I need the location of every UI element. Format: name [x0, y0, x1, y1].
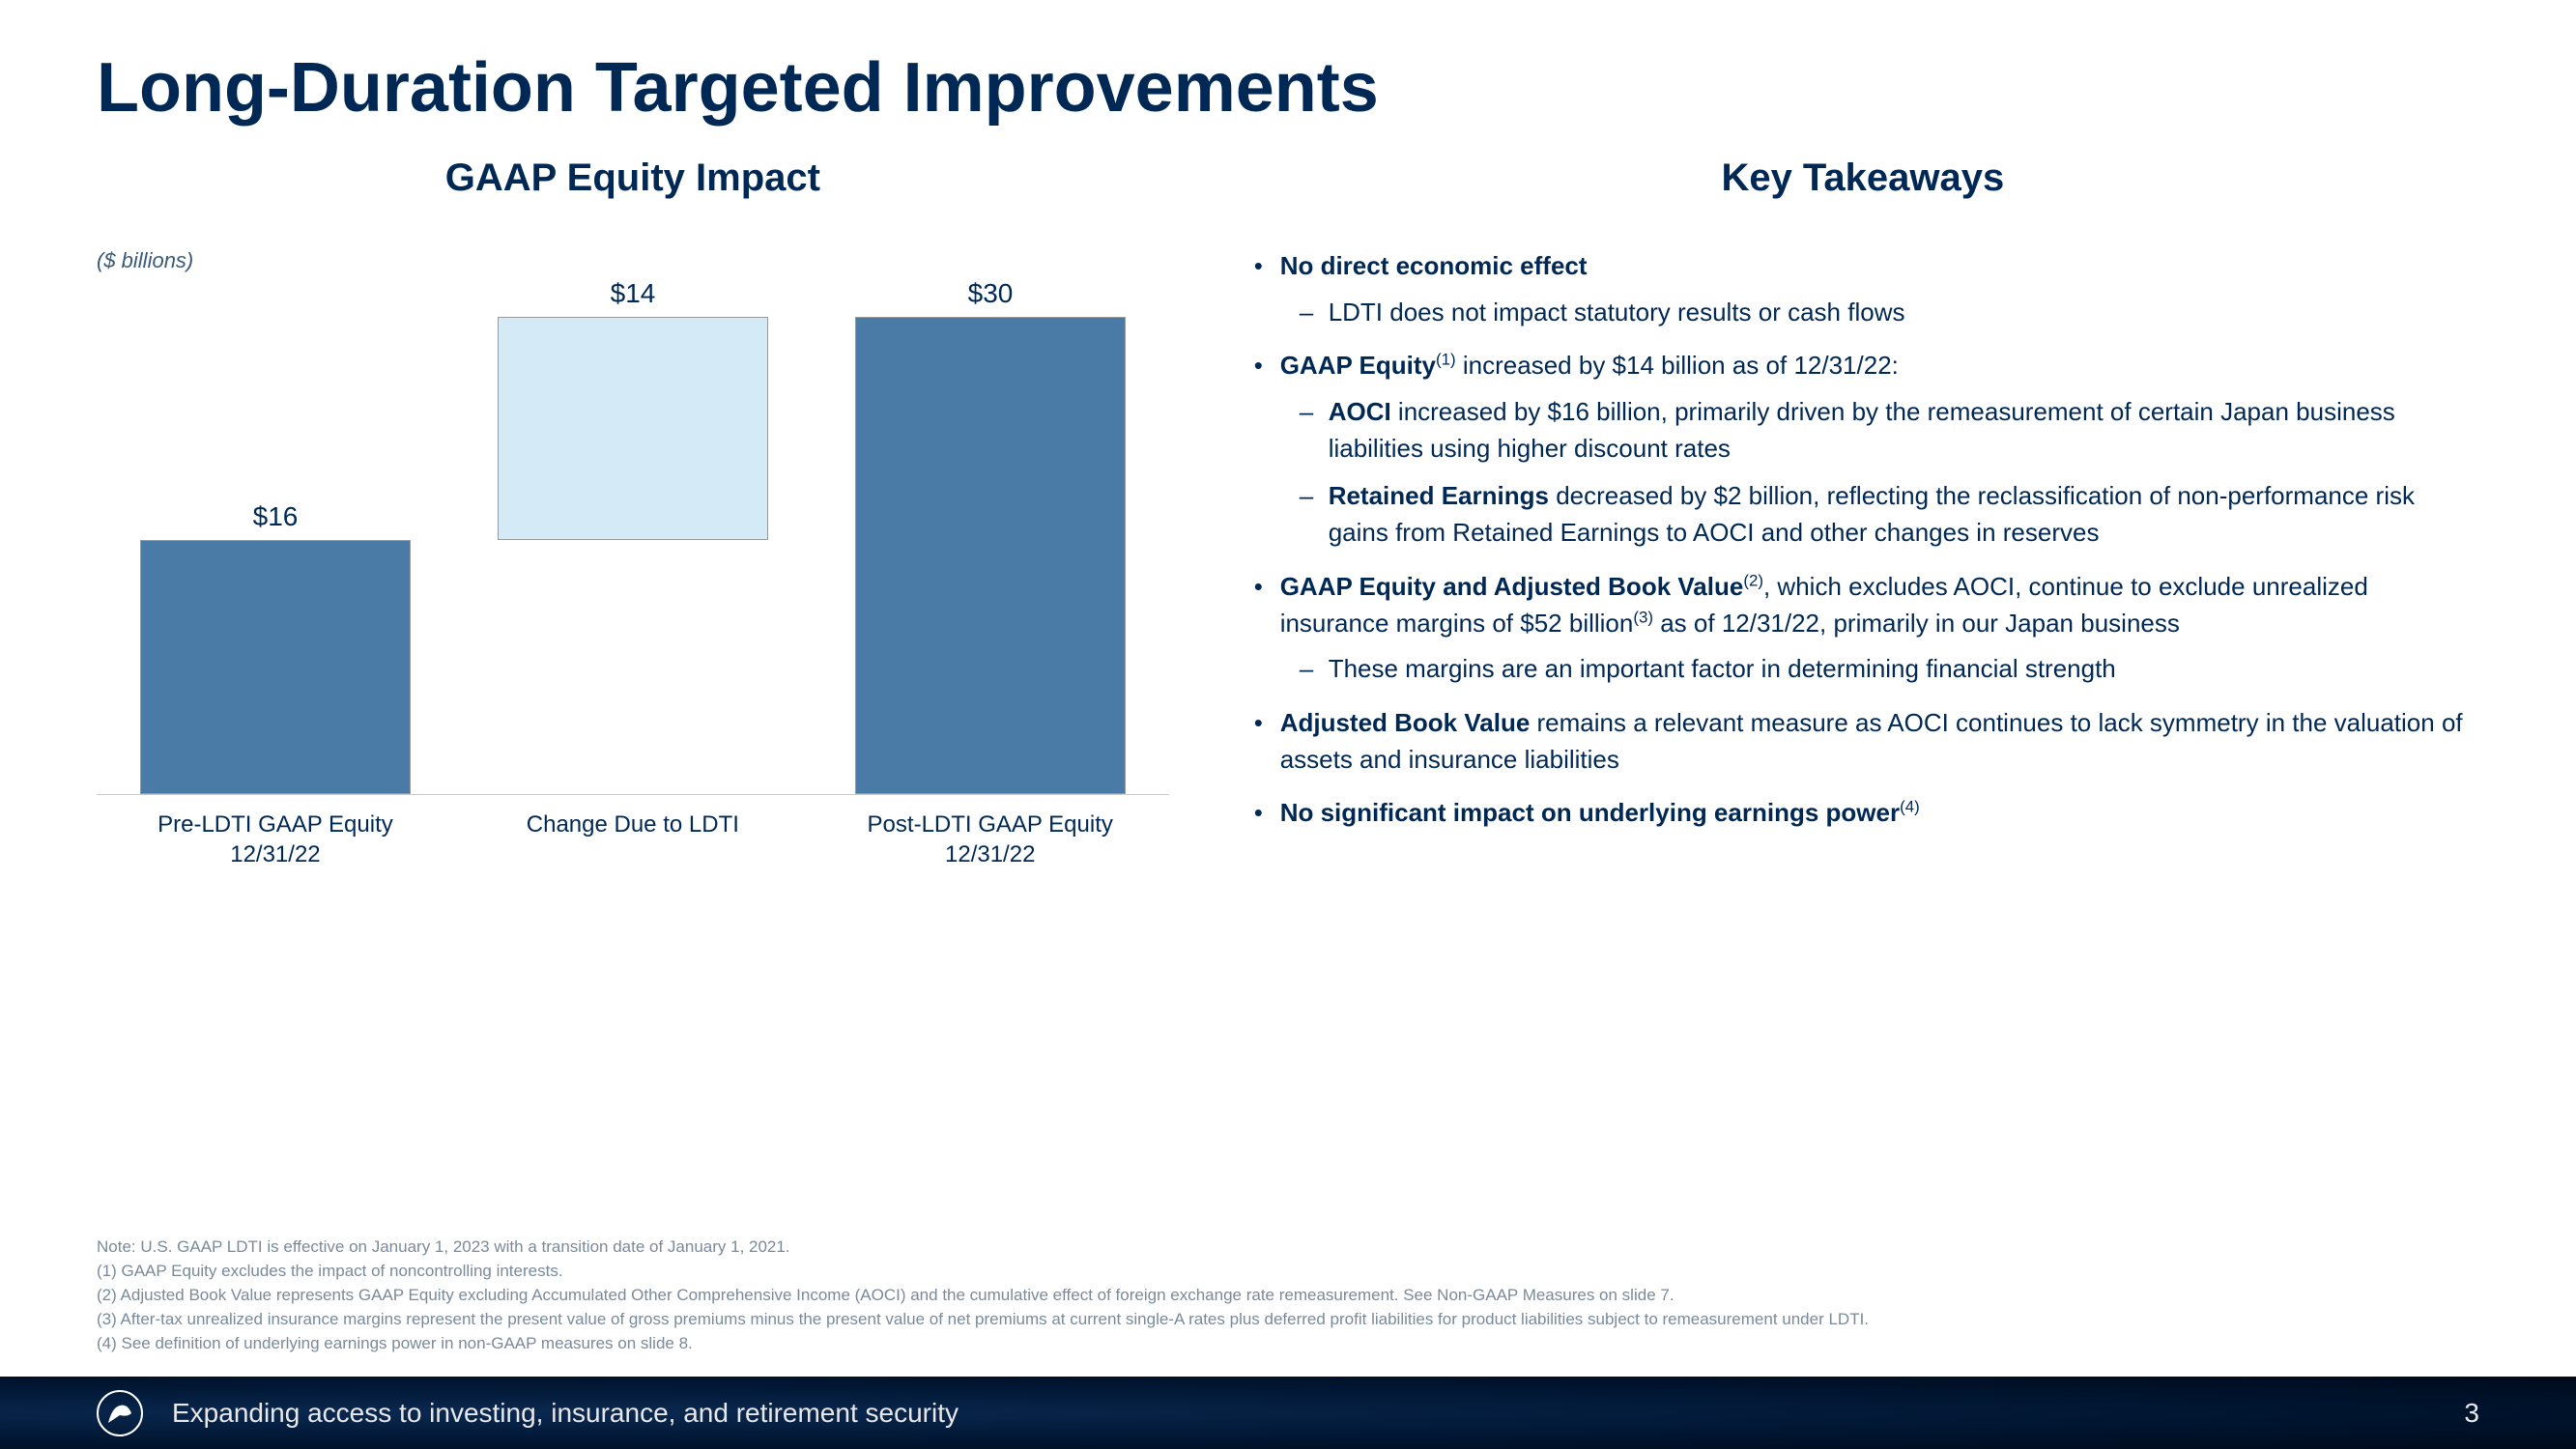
takeaway-subitem: AOCI increased by $16 billion, primarily… — [1280, 394, 2479, 467]
footnote-1: (1) GAAP Equity excludes the impact of n… — [97, 1261, 2479, 1283]
company-logo-icon — [97, 1390, 143, 1436]
page-number: 3 — [2464, 1398, 2479, 1429]
footer-tagline: Expanding access to investing, insurance… — [172, 1398, 2464, 1429]
footer-bar: Expanding access to investing, insurance… — [0, 1377, 2576, 1449]
bar-rect — [498, 317, 768, 540]
takeaway-item: Adjusted Book Value remains a relevant m… — [1246, 705, 2479, 778]
bar-rect — [140, 540, 411, 794]
footnotes: Note: U.S. GAAP LDTI is effective on Jan… — [97, 1236, 2479, 1357]
page-title: Long-Duration Targeted Improvements — [97, 48, 2479, 128]
takeaway-subitem: LDTI does not impact statutory results o… — [1280, 295, 2479, 331]
chart-section-title: GAAP Equity Impact — [97, 156, 1169, 200]
chart-column: GAAP Equity Impact ($ billions) $16 $14 $3… — [97, 156, 1169, 849]
takeaway-item: No direct economic effectLDTI does not i… — [1246, 248, 2479, 330]
x-axis-label: Change Due to LDTI — [498, 810, 768, 869]
takeaway-item: GAAP Equity(1) increased by $14 billion … — [1246, 348, 2479, 551]
bar-value-label: $16 — [140, 501, 411, 532]
takeaway-item: GAAP Equity and Adjusted Book Value(2), … — [1246, 569, 2479, 688]
bar-value-label: $30 — [855, 278, 1126, 309]
takeaways-column: Key Takeaways No direct economic effectL… — [1246, 156, 2479, 849]
bar-value-label: $14 — [498, 278, 768, 309]
takeaways-list: No direct economic effectLDTI does not i… — [1246, 248, 2479, 832]
chart-bar: $16 — [140, 501, 411, 794]
takeaway-item: No significant impact on underlying earn… — [1246, 795, 2479, 832]
chart-bar: $30 — [855, 278, 1126, 794]
footnote-3: (3) After-tax unrealized insurance margi… — [97, 1309, 2479, 1331]
footnote-note: Note: U.S. GAAP LDTI is effective on Jan… — [97, 1236, 2479, 1259]
chart-bar: $14 — [498, 278, 768, 540]
takeaway-subitem: These margins are an important factor in… — [1280, 651, 2479, 688]
chart-units: ($ billions) — [97, 248, 1169, 273]
takeaway-subitem: Retained Earnings decreased by $2 billio… — [1280, 478, 2479, 551]
takeaways-title: Key Takeaways — [1246, 156, 2479, 200]
footnote-4: (4) See definition of underlying earning… — [97, 1333, 2479, 1355]
equity-chart: ($ billions) $16$14$30 Pre-LDTI GAAP Equ… — [97, 248, 1169, 847]
bar-rect — [855, 317, 1126, 794]
x-axis-label: Pre-LDTI GAAP Equity12/31/22 — [140, 810, 411, 869]
footnote-2: (2) Adjusted Book Value represents GAAP … — [97, 1285, 2479, 1307]
x-axis-label: Post-LDTI GAAP Equity12/31/22 — [855, 810, 1126, 869]
